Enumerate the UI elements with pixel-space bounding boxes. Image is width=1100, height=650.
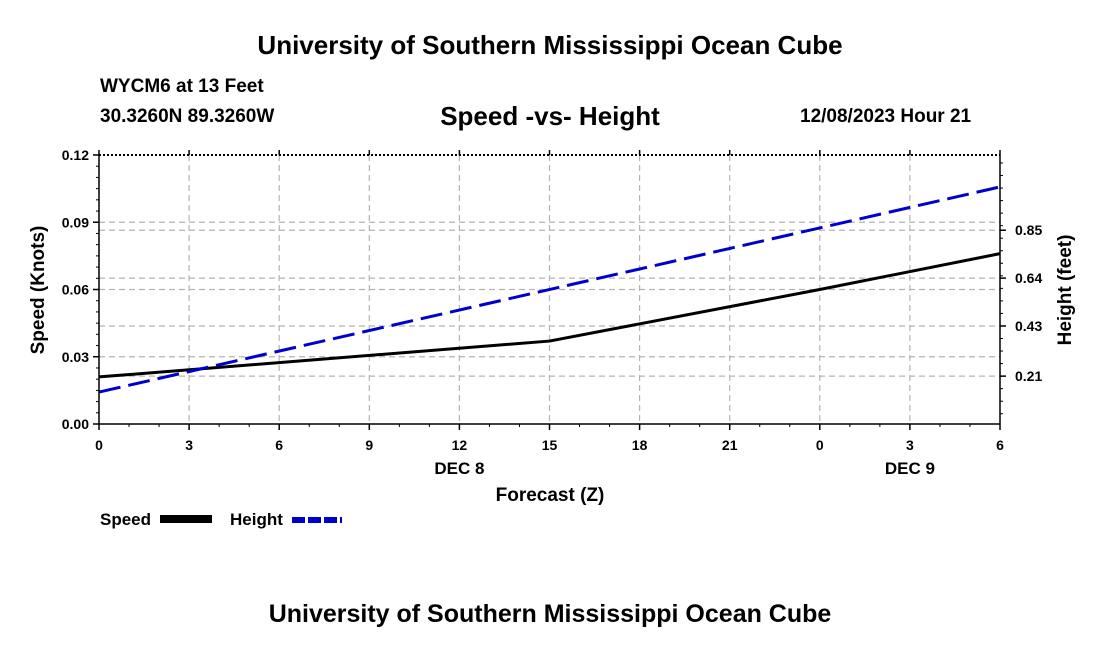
x-tick-label: 21 bbox=[722, 437, 738, 453]
x-date-label: DEC 8 bbox=[434, 459, 484, 478]
y-tick-label: 0.12 bbox=[62, 147, 89, 163]
x-tick-label: 0 bbox=[95, 437, 103, 453]
x-tick-label: 6 bbox=[996, 437, 1004, 453]
y2-tick-label: 0.21 bbox=[1015, 368, 1042, 384]
x-date-label: DEC 9 bbox=[885, 459, 935, 478]
y2-tick-label: 0.64 bbox=[1015, 270, 1042, 286]
legend-height-label: Height bbox=[230, 510, 283, 530]
y2-axis-label: Height (feet) bbox=[1055, 235, 1076, 346]
y2-tick-label: 0.85 bbox=[1015, 222, 1042, 238]
y-tick-label: 0.06 bbox=[62, 282, 89, 298]
x-tick-label: 15 bbox=[542, 437, 558, 453]
x-tick-label: 3 bbox=[906, 437, 914, 453]
y-axis-label: Speed (Knots) bbox=[28, 226, 49, 355]
y-tick-label: 0.03 bbox=[62, 349, 89, 365]
y2-tick-label: 0.43 bbox=[1015, 318, 1042, 334]
legend-height-swatch bbox=[290, 512, 344, 526]
x-tick-label: 18 bbox=[632, 437, 648, 453]
y-tick-label: 0.09 bbox=[62, 214, 89, 230]
footer-title: University of Southern Mississippi Ocean… bbox=[0, 600, 1100, 629]
x-tick-label: 0 bbox=[816, 437, 824, 453]
x-axis-label: Forecast (Z) bbox=[496, 485, 605, 506]
legend-speed-swatch bbox=[160, 515, 212, 523]
x-tick-label: 6 bbox=[275, 437, 283, 453]
speed-height-chart: Speed -vs- Height 0 3 6 9 12 15 18 21 0 3 6 DEC 8 DE… bbox=[0, 0, 1100, 560]
x-tick-label: 3 bbox=[185, 437, 193, 453]
x-tick-label: 9 bbox=[365, 437, 373, 453]
y-tick-label: 0.00 bbox=[62, 416, 89, 432]
x-tick-label: 12 bbox=[452, 437, 468, 453]
axes: 0 3 6 9 12 15 18 21 0 3 6 DEC 8 DEC 9 0.00 0.03 0.06 0.0… bbox=[62, 147, 1043, 478]
chart-title: Speed -vs- Height bbox=[440, 101, 660, 131]
legend-speed-label: Speed bbox=[100, 510, 151, 530]
